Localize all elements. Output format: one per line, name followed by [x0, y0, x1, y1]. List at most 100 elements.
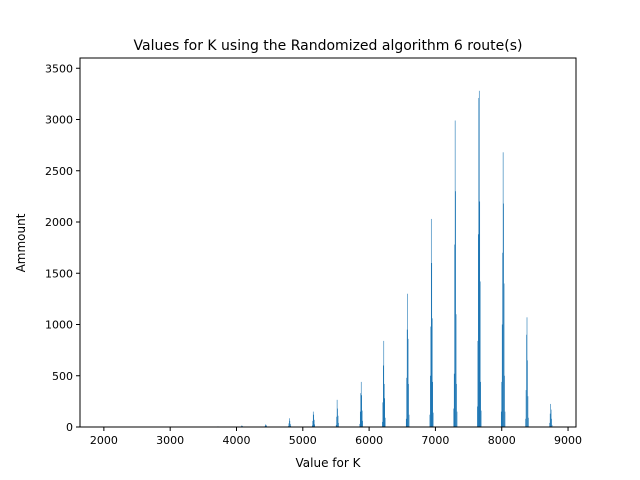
histogram-bar [312, 420, 314, 427]
histogram-bar [383, 340, 385, 427]
histogram-bar [526, 317, 528, 427]
histogram-bar [360, 393, 362, 427]
histogram-bar [551, 424, 553, 427]
x-tick-label: 5000 [289, 434, 317, 447]
histogram-bar [289, 420, 291, 427]
x-tick-label: 4000 [222, 434, 250, 447]
histogram-bar [525, 418, 526, 427]
histogram-bar [337, 415, 339, 427]
histogram-bar [477, 340, 479, 427]
histogram-bar [454, 120, 456, 428]
histogram-bar [407, 338, 409, 427]
histogram-bar [503, 203, 504, 427]
y-axis-ticks: 0 500 1000 1500 2000 2500 3000 3500 [45, 62, 80, 434]
histogram-bar [455, 191, 456, 427]
histogram-bar [455, 314, 457, 427]
histogram-bar [384, 398, 385, 427]
histogram-bar [479, 201, 481, 427]
histogram-bar [406, 329, 408, 428]
histogram-bar [501, 324, 503, 427]
histogram-bar [406, 377, 408, 427]
histogram-bar [312, 425, 313, 427]
histogram-bar [431, 263, 433, 427]
histogram-bar [288, 423, 290, 427]
histogram-bar [336, 399, 338, 427]
x-tick-label: 7000 [421, 434, 449, 447]
y-tick-label: 0 [66, 421, 73, 434]
histogram-bar [290, 425, 292, 427]
histogram-bar [360, 381, 362, 427]
histogram-bar [265, 425, 267, 427]
x-tick-label: 2000 [90, 434, 118, 447]
histogram-bar [288, 425, 289, 427]
y-tick-label: 3000 [45, 114, 73, 127]
y-tick-label: 500 [52, 370, 73, 383]
histogram-bar [456, 411, 458, 428]
histogram-bar [456, 383, 457, 427]
histogram-bar [527, 360, 528, 428]
histogram-bar [480, 381, 481, 427]
histogram-bar [478, 234, 479, 427]
chart-title: Values for K using the Randomized algori… [134, 38, 523, 54]
histogram-bar [242, 425, 243, 427]
y-tick-label: 3500 [45, 62, 73, 75]
histogram-bar [504, 375, 505, 427]
histogram-bar [361, 410, 363, 427]
histogram-bar [359, 411, 361, 428]
histogram-bar [478, 97, 480, 427]
x-tick-label: 8000 [488, 434, 516, 447]
histogram-bar [429, 414, 431, 427]
y-tick-label: 2000 [45, 216, 73, 229]
y-tick-label: 2500 [45, 165, 73, 178]
histogram-bar [336, 416, 337, 427]
histogram-bar [477, 406, 478, 427]
histogram-bar [551, 418, 552, 427]
histogram-bar [502, 252, 503, 427]
histogram-bar [335, 424, 337, 427]
bars-group [217, 90, 553, 428]
histogram-bar [432, 412, 434, 427]
histogram-bar [383, 383, 385, 427]
histogram-bar [430, 326, 432, 427]
x-tick-label: 3000 [156, 434, 184, 447]
histogram-bar [480, 410, 482, 427]
histogram-bar [382, 421, 383, 428]
histogram-bar [431, 318, 433, 427]
histogram-bar [500, 411, 502, 428]
histogram-bar [550, 409, 552, 427]
histogram-bar [453, 373, 455, 427]
histogram-bar [549, 413, 551, 427]
y-tick-label: 1500 [45, 267, 73, 280]
histogram-bar [290, 423, 291, 427]
histogram-bar [405, 418, 407, 427]
histogram-bar [526, 334, 527, 427]
histogram-bar [265, 424, 267, 427]
y-tick-label: 1000 [45, 319, 73, 332]
histogram-bar [454, 244, 455, 427]
y-axis-label: Ammount [14, 213, 28, 272]
histogram-bar [503, 283, 505, 427]
histogram-bar [337, 408, 338, 427]
x-axis-label: Value for K [296, 456, 362, 470]
histogram-bar [504, 411, 506, 428]
histogram-bar [453, 408, 455, 427]
histogram-bar [525, 390, 527, 427]
histogram-bar [430, 218, 432, 427]
histogram-bar [314, 424, 315, 427]
histogram-bar [408, 414, 410, 427]
histogram-bar [382, 402, 384, 427]
histogram-bar [478, 90, 480, 428]
histogram-bar [241, 425, 243, 427]
histogram-bar [384, 417, 386, 427]
x-tick-label: 6000 [355, 434, 383, 447]
histogram-bar [550, 403, 551, 427]
histogram-bar [338, 422, 339, 427]
histogram-bar [528, 417, 529, 427]
histogram-bar [312, 411, 314, 428]
histogram-bar [362, 420, 363, 427]
histogram-bar [313, 419, 315, 427]
histogram-bar [501, 381, 503, 427]
histogram-bar [479, 281, 481, 427]
